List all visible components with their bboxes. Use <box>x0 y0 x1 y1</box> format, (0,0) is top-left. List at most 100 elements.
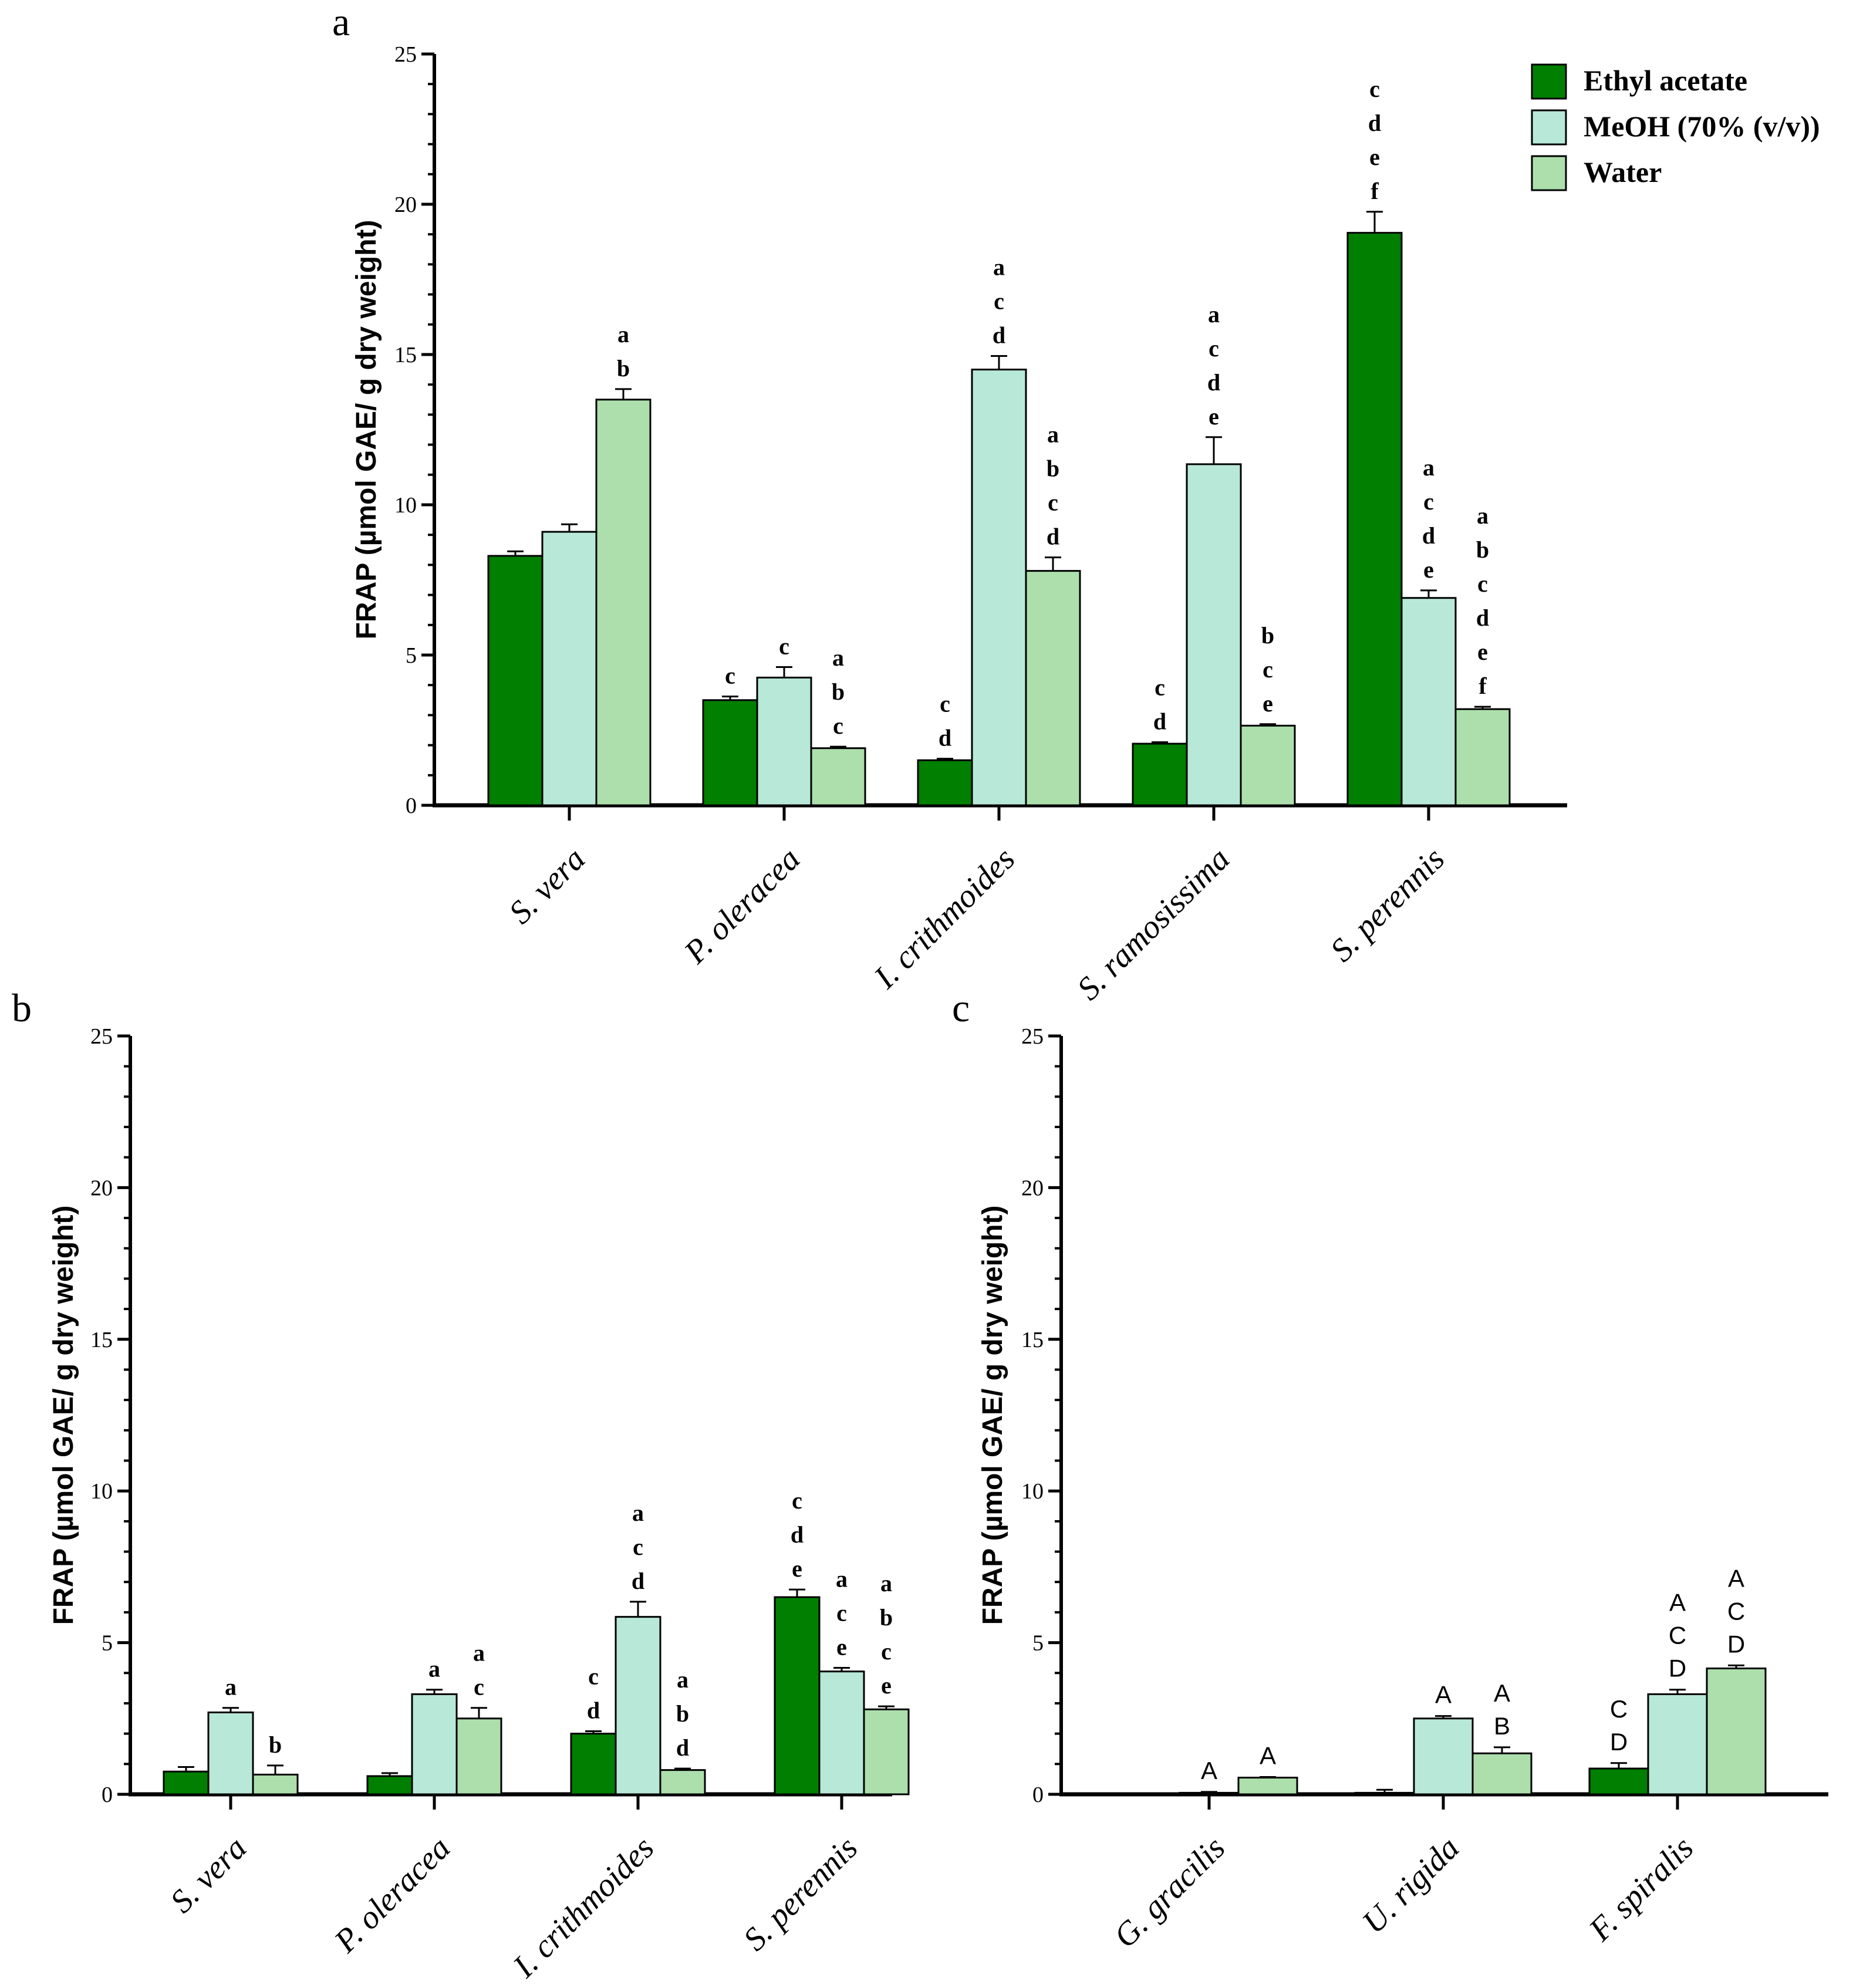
y-tick-label: 20 <box>1021 1176 1044 1200</box>
y-tick-label: 20 <box>394 193 417 217</box>
significance-letter: c <box>1155 674 1165 700</box>
bar-water <box>810 747 866 806</box>
y-tick-label: 10 <box>1021 1479 1044 1504</box>
significance-letter: e <box>792 1555 802 1582</box>
significance-letter: a <box>836 1565 848 1592</box>
significance-letter: d <box>587 1697 600 1724</box>
significance-letter: D <box>1610 1728 1628 1756</box>
significance-letter: b <box>1261 622 1274 649</box>
panel-letter-c: c <box>952 985 970 1030</box>
significance-letter: A <box>1494 1679 1510 1707</box>
bar-meoh <box>207 1711 254 1795</box>
significance-letter: b <box>617 355 630 382</box>
significance-letter: e <box>1369 144 1380 170</box>
significance-letter: c <box>1369 76 1380 102</box>
significance-letter: b <box>1476 536 1489 563</box>
bar-meoh <box>1647 1693 1708 1795</box>
y-tick-label: 15 <box>90 1328 113 1352</box>
category-label: I. crithmoides <box>867 841 1022 996</box>
significance-letter: c <box>474 1674 484 1700</box>
significance-letter: e <box>1423 556 1434 583</box>
significance-letter: b <box>1047 455 1059 482</box>
significance-letter: e <box>1263 690 1273 717</box>
bar-water <box>252 1773 299 1795</box>
legend-swatch-meoh <box>1531 109 1567 146</box>
bar-ethyl_acetate <box>702 699 758 806</box>
bar-ethyl_acetate <box>1354 1791 1415 1795</box>
significance-letter: d <box>1476 605 1489 631</box>
significance-letter: a <box>1477 502 1488 529</box>
bar-water <box>1471 1752 1533 1795</box>
legend-label-ethyl_acetate: Ethyl acetate <box>1584 64 1747 97</box>
significance-letter: A <box>1435 1681 1452 1709</box>
legend-swatch-water <box>1531 155 1567 191</box>
y-tick-label: 5 <box>102 1631 113 1656</box>
bar-meoh <box>971 369 1027 806</box>
category-label: S. vera <box>502 841 592 931</box>
significance-letter: a <box>677 1666 688 1693</box>
significance-letter: a <box>428 1656 440 1682</box>
bar-ethyl_acetate <box>570 1733 617 1795</box>
y-tick-label: 20 <box>90 1176 113 1200</box>
y-tick-label: 10 <box>90 1479 113 1504</box>
significance-letter: c <box>940 691 950 717</box>
chart-panel-c: 0 5 10 15 20 25 FRAP (µmol GAE/ g dry weight) G… <box>977 1024 1828 1955</box>
bar-ethyl_acetate <box>1346 232 1403 806</box>
bar-meoh <box>756 676 812 806</box>
plots-layer: 0 5 10 15 20 25 FRAP (µmol GAE/ g dry weight) S… <box>48 42 1828 1985</box>
significance-letter: e <box>1209 403 1219 430</box>
significance-letter: B <box>1494 1712 1510 1740</box>
significance-letter: c <box>779 633 789 659</box>
category-label: S. ramosissima <box>1071 841 1237 1007</box>
significance-letter: A <box>1201 1757 1217 1784</box>
significance-letter: c <box>836 1599 847 1626</box>
category-label: P. oleracea <box>327 1830 457 1960</box>
category-label: G. gracilis <box>1107 1830 1232 1955</box>
category-label: U. rigida <box>1355 1830 1466 1940</box>
bar-ethyl_acetate <box>487 555 544 806</box>
significance-letter: D <box>1727 1630 1745 1658</box>
bar-ethyl_acetate <box>774 1596 821 1795</box>
bar-meoh <box>411 1693 458 1795</box>
significance-letter: b <box>676 1700 689 1727</box>
significance-letter: a <box>1208 301 1220 328</box>
significance-letter: c <box>881 1638 892 1665</box>
legend-label-water: Water <box>1584 156 1662 188</box>
significance-letter: c <box>588 1663 599 1690</box>
bar-water <box>595 399 652 806</box>
y-tick-label: 25 <box>394 42 417 67</box>
significance-letter: c <box>633 1534 643 1560</box>
significance-letter: f <box>1479 673 1487 699</box>
bar-water <box>1025 570 1081 806</box>
bar-ethyl_acetate <box>1588 1767 1649 1795</box>
category-label: I. crithmoides <box>506 1830 661 1985</box>
bar-meoh <box>1186 463 1242 806</box>
bar-meoh <box>615 1616 661 1795</box>
y-tick-label: 5 <box>1032 1631 1044 1656</box>
significance-letter: c <box>1423 488 1434 515</box>
significance-letter: a <box>1423 454 1434 481</box>
category-label: P. oleracea <box>677 841 807 971</box>
bar-meoh <box>1179 1791 1240 1795</box>
significance-letter: C <box>1610 1695 1628 1723</box>
significance-letter: a <box>880 1570 892 1597</box>
significance-letter: b <box>269 1732 282 1758</box>
significance-letter: C <box>1727 1597 1745 1625</box>
significance-letter: e <box>881 1672 892 1699</box>
significance-letter: d <box>632 1568 644 1594</box>
category-label: S. perennis <box>1324 841 1452 968</box>
significance-letter: f <box>1371 178 1379 204</box>
panel-letter-b: b <box>12 985 32 1030</box>
significance-letter: a <box>225 1674 237 1700</box>
significance-letter: d <box>676 1734 689 1761</box>
significance-letter: c <box>792 1487 802 1514</box>
y-tick-label: 25 <box>90 1024 113 1049</box>
significance-letter: D <box>1669 1655 1686 1682</box>
y-tick-label: 25 <box>1021 1024 1044 1049</box>
y-tick-label: 0 <box>1032 1783 1044 1807</box>
legend-label-meoh: MeOH (70% (v/v)) <box>1584 110 1820 143</box>
significance-letter: e <box>1477 639 1488 665</box>
bar-ethyl_acetate <box>366 1775 413 1795</box>
y-axis-label: FRAP (µmol GAE/ g dry weight) <box>977 1206 1008 1625</box>
